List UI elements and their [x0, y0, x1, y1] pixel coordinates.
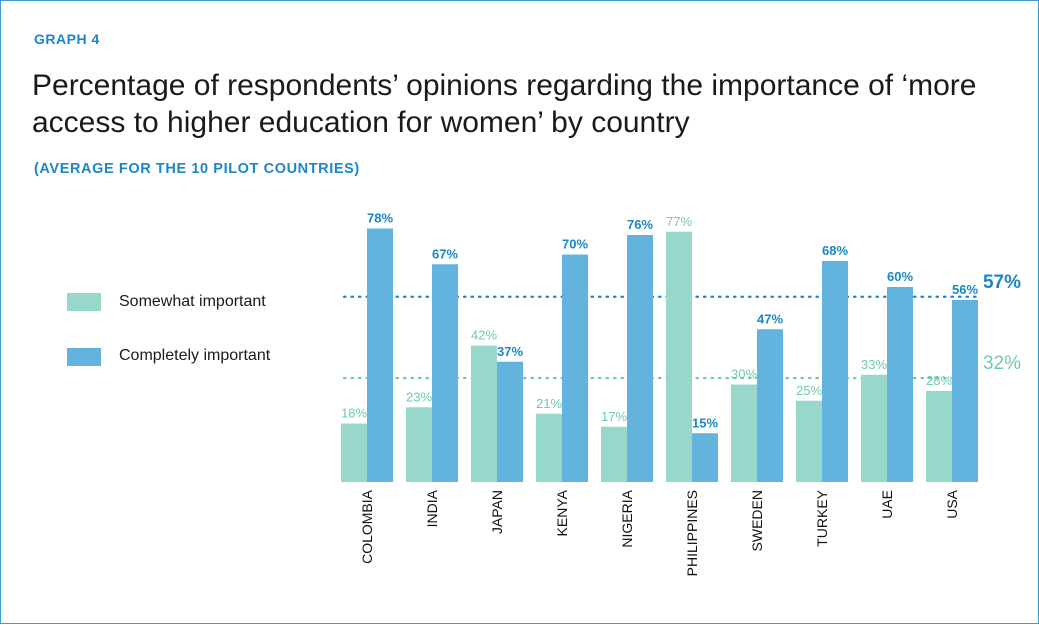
bar-completely-india [432, 264, 458, 482]
bar-somewhat-uae [861, 374, 887, 482]
category-label-usa: USA [944, 489, 960, 518]
value-label-completely-uae: 60% [887, 269, 913, 284]
legend-swatch-completely [67, 348, 101, 366]
average-label-somewhat: 32% [983, 353, 1021, 374]
bar-completely-sweden [757, 329, 783, 482]
bar-completely-nigeria [627, 235, 653, 482]
category-label-nigeria: NIGERIA [619, 489, 635, 547]
bar-completely-uae [887, 287, 913, 482]
bar-somewhat-philippines [666, 231, 692, 482]
bar-completely-turkey [822, 261, 848, 482]
bar-completely-philippines [692, 433, 718, 482]
value-label-somewhat-nigeria: 17% [601, 409, 627, 424]
value-label-completely-india: 67% [432, 246, 458, 261]
value-label-completely-turkey: 68% [822, 243, 848, 258]
graph-label: GRAPH 4 [34, 31, 100, 47]
bar-somewhat-usa [926, 391, 952, 482]
category-label-philippines: PHILIPPINES [684, 490, 700, 576]
value-label-somewhat-japan: 42% [471, 328, 497, 343]
bar-completely-colombia [367, 228, 393, 482]
legend-label-somewhat: Somewhat important [119, 293, 266, 310]
value-label-somewhat-philippines: 77% [666, 214, 692, 229]
category-label-india: INDIA [424, 489, 440, 527]
bar-somewhat-turkey [796, 400, 822, 482]
bar-somewhat-india [406, 407, 432, 482]
chart-title: Percentage of respondents’ opinions rega… [32, 69, 977, 139]
value-label-completely-usa: 56% [952, 282, 978, 297]
category-label-kenya: KENYA [554, 489, 570, 536]
category-label-turkey: TURKEY [814, 489, 830, 546]
value-label-somewhat-sweden: 30% [731, 367, 757, 382]
legend-swatch-somewhat [67, 293, 101, 311]
category-label-colombia: COLOMBIA [359, 489, 375, 564]
value-label-completely-sweden: 47% [757, 311, 783, 326]
bar-completely-japan [497, 361, 523, 482]
value-label-completely-nigeria: 76% [627, 217, 653, 232]
average-label-completely: 57% [983, 272, 1021, 293]
value-label-somewhat-kenya: 21% [536, 396, 562, 411]
bar-somewhat-nigeria [601, 426, 627, 482]
category-label-sweden: SWEDEN [749, 490, 765, 551]
bar-somewhat-kenya [536, 413, 562, 482]
bar-completely-kenya [562, 254, 588, 482]
category-label-japan: JAPAN [489, 490, 505, 534]
bar-somewhat-sweden [731, 384, 757, 482]
value-label-somewhat-colombia: 18% [341, 406, 367, 421]
chart-subtitle: (AVERAGE FOR THE 10 PILOT COUNTRIES) [34, 161, 360, 177]
bar-somewhat-japan [471, 345, 497, 482]
value-label-completely-colombia: 78% [367, 211, 393, 226]
bar-somewhat-colombia [341, 423, 367, 482]
value-label-completely-kenya: 70% [562, 237, 588, 252]
value-label-somewhat-usa: 28% [926, 373, 952, 388]
value-label-completely-japan: 37% [497, 344, 523, 359]
value-label-completely-philippines: 15% [692, 415, 718, 430]
value-label-somewhat-uae: 33% [861, 357, 887, 372]
value-label-somewhat-turkey: 25% [796, 383, 822, 398]
bar-completely-usa [952, 300, 978, 482]
value-label-somewhat-india: 23% [406, 389, 432, 404]
category-label-uae: UAE [879, 490, 895, 519]
legend-label-completely: Completely important [119, 347, 271, 364]
